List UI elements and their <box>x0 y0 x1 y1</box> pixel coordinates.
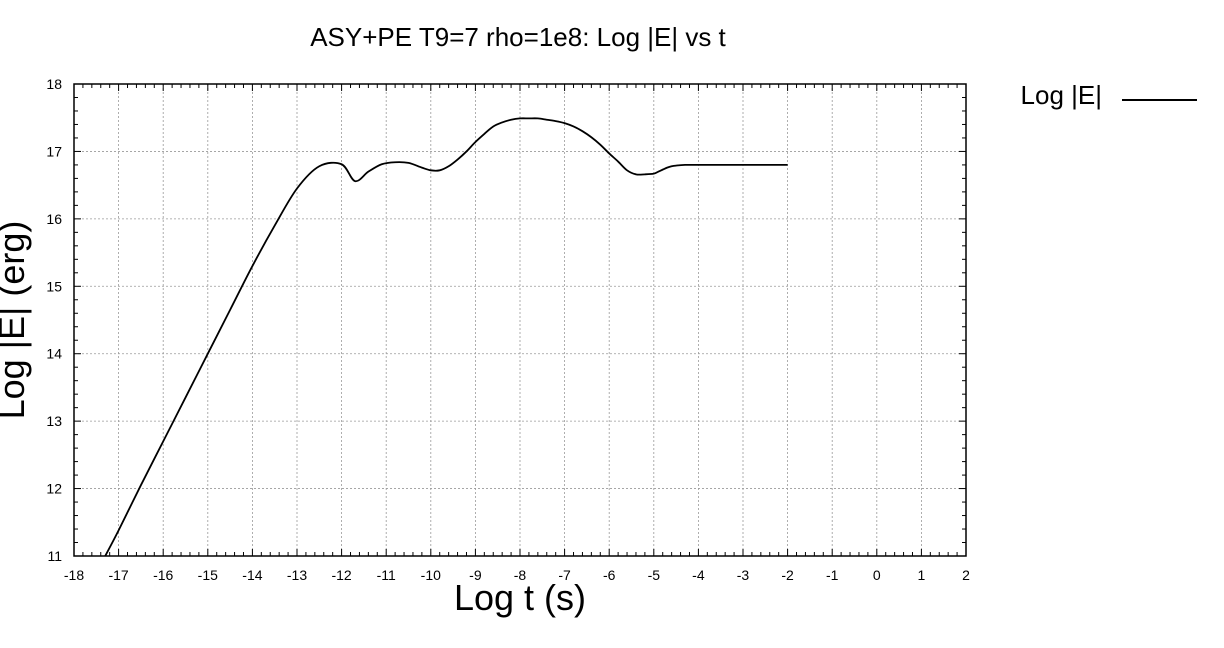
y-tick-label: 17 <box>46 143 62 159</box>
chart-title: ASY+PE T9=7 rho=1e8: Log |E| vs t <box>310 22 726 52</box>
x-tick-label: -8 <box>514 567 527 583</box>
axis-ticks <box>73 83 967 557</box>
x-tick-label: -11 <box>377 567 396 583</box>
x-tick-label: -3 <box>737 567 750 583</box>
x-tick-label: -5 <box>648 567 661 583</box>
x-tick-label: -18 <box>64 567 84 583</box>
y-tick-label: 14 <box>46 346 62 362</box>
x-tick-label: -9 <box>469 567 482 583</box>
x-tick-label: -17 <box>108 567 128 583</box>
x-tick-label: 0 <box>873 567 881 583</box>
x-tick-label: 1 <box>918 567 926 583</box>
y-tick-label: 15 <box>46 278 62 294</box>
x-tick-label: -10 <box>421 567 441 583</box>
x-tick-label: -1 <box>826 567 839 583</box>
x-axis-label: Log t (s) <box>454 577 586 618</box>
y-tick-label: 13 <box>46 413 62 429</box>
y-tick-label: 12 <box>46 481 62 497</box>
x-tick-label: 2 <box>962 567 970 583</box>
series-layer <box>104 117 788 557</box>
x-tick-label: -4 <box>692 567 705 583</box>
y-tick-labels: 11 12 13 14 15 16 17 18 <box>46 76 62 564</box>
x-tick-labels: -18 -17 -16 -15 -14 -13 -12 -11 -10 -9 -8 -7 -6 -5 -4-… <box>64 567 970 583</box>
x-tick-label: -6 <box>603 567 616 583</box>
x-tick-label: -13 <box>287 567 307 583</box>
legend-label: Log |E| <box>1021 80 1102 110</box>
legend: Log |E| <box>1021 80 1197 110</box>
y-tick-label: 11 <box>47 548 62 564</box>
y-tick-label: 16 <box>46 211 62 227</box>
x-tick-label: -7 <box>558 567 571 583</box>
y-axis-label: Log |E| (erg) <box>0 221 32 420</box>
x-tick-label: -2 <box>781 567 794 583</box>
y-tick-label: 18 <box>46 76 62 92</box>
grid-lines <box>74 84 966 556</box>
x-tick-label: -12 <box>331 567 351 583</box>
x-tick-label: -15 <box>198 567 218 583</box>
x-tick-label: -16 <box>153 567 173 583</box>
x-tick-label: -14 <box>242 567 262 583</box>
series-line-log-e <box>104 117 788 557</box>
